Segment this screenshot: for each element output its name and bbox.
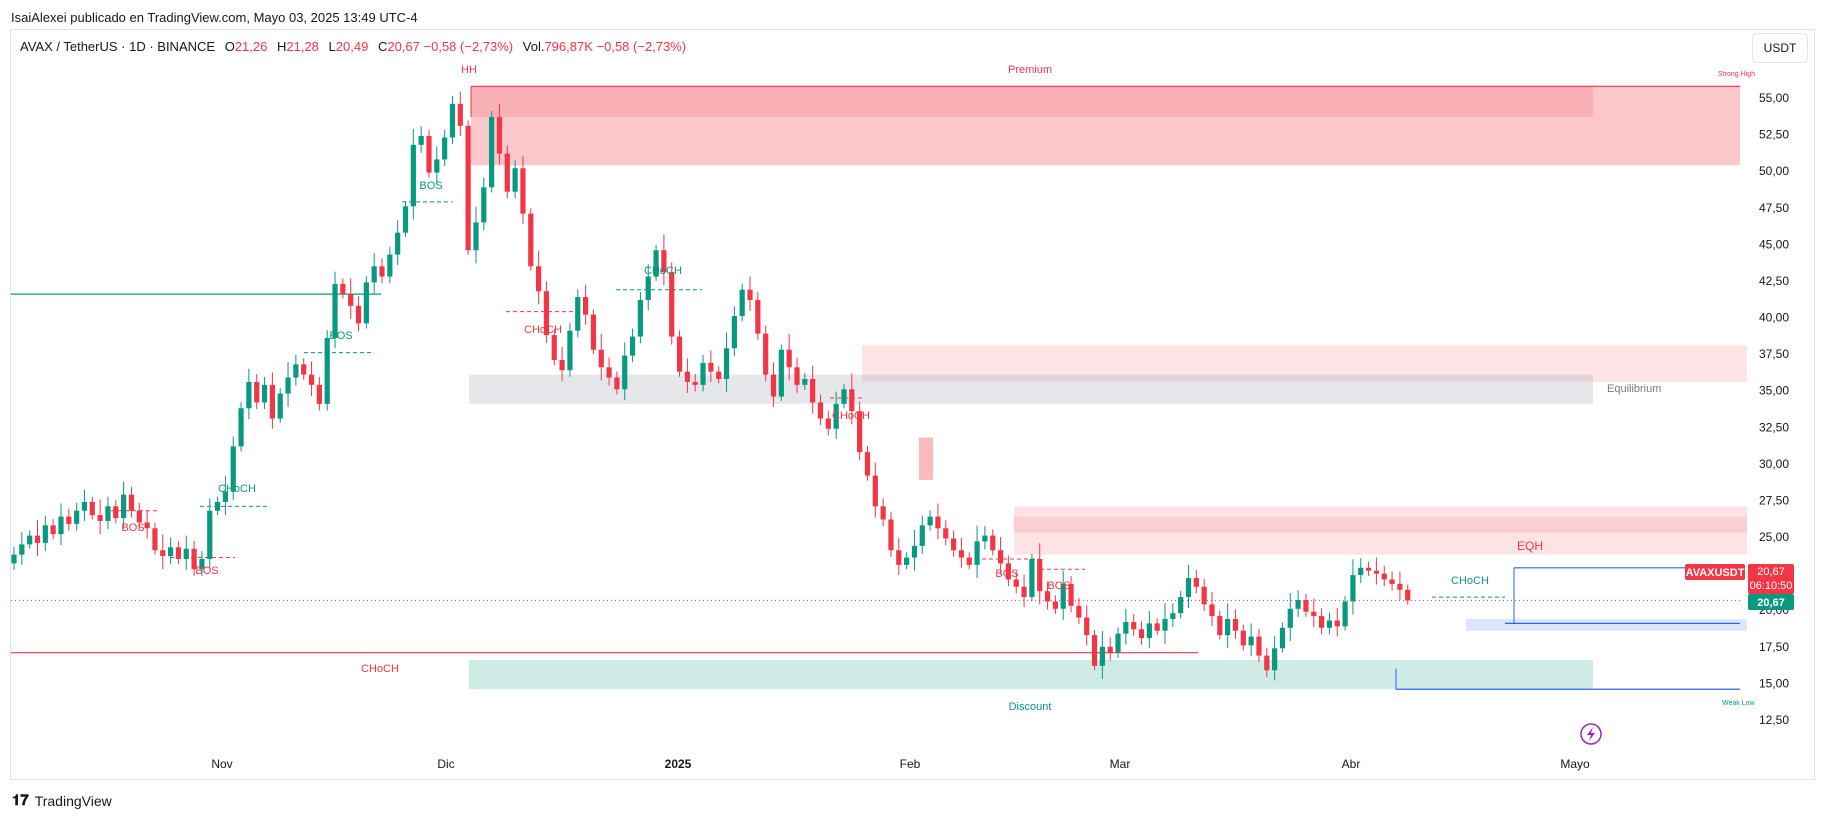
symbol-legend: AVAX / TetherUS · 1D · BINANCE O21,26 H2… — [20, 39, 686, 54]
tradingview-footer[interactable]: 𝟏𝟕 TradingView — [12, 792, 112, 809]
high-label: H — [276, 39, 287, 54]
volume-label: Vol. — [522, 39, 545, 54]
low-value: 20,49 — [335, 39, 369, 54]
footer-brand: TradingView — [34, 792, 112, 809]
open-label: O — [224, 39, 235, 54]
currency-button[interactable]: USDT — [1752, 33, 1808, 63]
tradingview-logo-icon: 𝟏𝟕 — [12, 792, 29, 809]
symbol-title[interactable]: AVAX / TetherUS · 1D · BINANCE — [20, 39, 216, 54]
chart-frame — [10, 29, 1815, 780]
close-label: C — [377, 39, 388, 54]
volume-value: 796,87K — [544, 39, 593, 54]
change-value: −0,58 (−2,73%) — [423, 39, 514, 54]
publisher-line: IsaiAlexei publicado en TradingView.com,… — [11, 10, 418, 25]
close-value: 20,67 — [387, 39, 420, 54]
high-value: 21,28 — [286, 39, 319, 54]
open-value: 21,26 — [234, 39, 268, 54]
volume-change: −0,58 (−2,73%) — [596, 39, 687, 54]
low-label: L — [328, 39, 336, 54]
